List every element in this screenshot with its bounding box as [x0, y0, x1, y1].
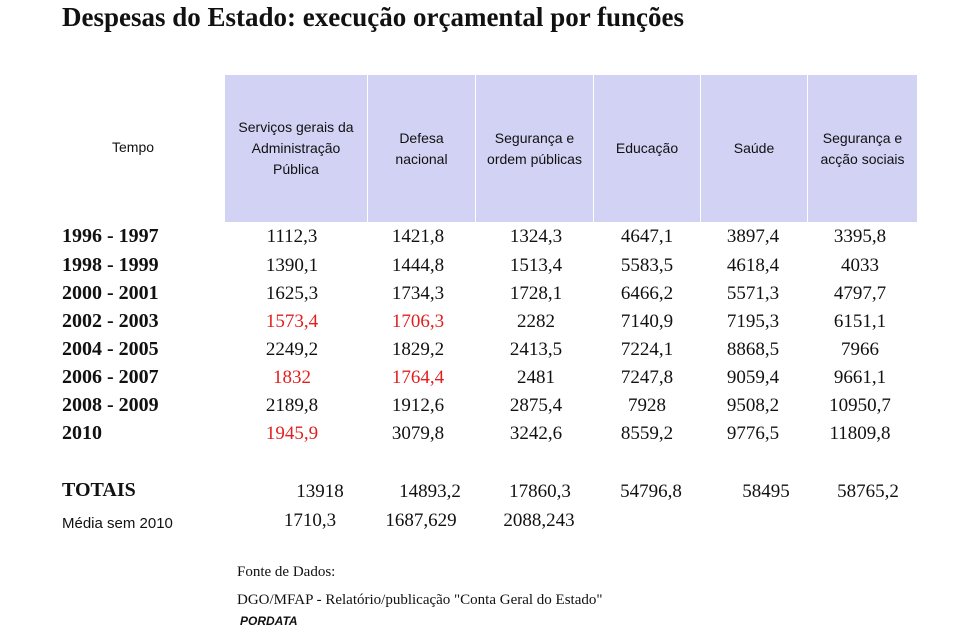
source-label: Fonte de Dados:	[237, 564, 336, 580]
row-label: 2008 - 2009	[62, 394, 159, 416]
column-header-2: Defesa nacional	[368, 75, 476, 222]
table-cell: 1421,8	[391, 226, 445, 247]
totals-cell: 58495	[742, 481, 790, 502]
table-cell: 10950,7	[829, 395, 891, 416]
table-cell: 11809,8	[829, 423, 891, 444]
table-cell: 2249,2	[265, 339, 319, 360]
table-cell: 9059,4	[726, 367, 780, 388]
table-cell: 1832	[273, 367, 311, 388]
table-cell: 6466,2	[620, 283, 674, 304]
table-cell: 7966	[841, 339, 879, 360]
brand-text: PORDATA	[240, 614, 298, 628]
totals-cell: 14893,2	[399, 481, 461, 502]
table-cell: 8559,2	[620, 423, 674, 444]
column-header-5: Saúde	[701, 75, 808, 222]
table-cell: 3079,8	[391, 423, 445, 444]
table-cell: 2413,5	[509, 339, 563, 360]
row-header-tempo: Tempo	[112, 139, 155, 155]
table-cell: 1573,4	[265, 311, 319, 332]
table-cell: 5571,3	[726, 283, 780, 304]
table-cell: 1625,3	[265, 283, 319, 304]
table-cell: 7140,9	[620, 311, 674, 332]
table-cell: 4797,7	[833, 283, 887, 304]
table-cell: 7247,8	[620, 367, 674, 388]
table-cell: 3395,8	[833, 226, 887, 247]
row-label: 2006 - 2007	[62, 366, 159, 388]
table-cell: 7195,3	[726, 311, 780, 332]
average-cell: 2088,243	[503, 510, 575, 531]
table-cell: 1764,4	[391, 367, 445, 388]
column-header-6: Segurança e acção sociais	[820, 129, 905, 167]
table-cell: 2875,4	[509, 395, 563, 416]
table-cell: 2282	[517, 311, 555, 332]
table-cell: 9661,1	[833, 367, 887, 388]
table-cell: 1706,3	[391, 311, 445, 332]
table-cell: 2481	[517, 367, 555, 388]
table-cell: 4033	[841, 255, 879, 276]
row-label: 2002 - 2003	[62, 310, 159, 332]
table-cell: 1444,8	[391, 255, 445, 276]
row-label: 2010	[62, 422, 102, 444]
table-cell: 2189,8	[265, 395, 319, 416]
column-header-1: Serviços gerais da Administração Pública	[225, 75, 368, 222]
average-cell: 1687,629	[385, 510, 457, 531]
totals-cell: 17860,3	[509, 481, 571, 502]
table-cell: 7224,1	[620, 339, 674, 360]
totals-label: TOTAIS	[62, 479, 136, 501]
table-cell: 8868,5	[726, 339, 780, 360]
table-cell: 4618,4	[726, 255, 780, 276]
totals-cell: 58765,2	[837, 481, 899, 502]
totals-cell: 13918	[296, 481, 344, 502]
table-cell: 9508,2	[726, 395, 780, 416]
row-label: 1998 - 1999	[62, 254, 159, 276]
table-cell: 5583,5	[620, 255, 674, 276]
column-header-3: Segurança e ordem públicas	[476, 75, 594, 222]
table-cell: 1945,9	[265, 423, 319, 444]
table-cell: 7928	[628, 395, 666, 416]
table-cell: 1912,6	[391, 395, 445, 416]
table-cell: 1390,1	[265, 255, 319, 276]
table-title: Despesas do Estado: execução orçamental …	[62, 2, 684, 32]
totals-cell: 54796,8	[620, 481, 682, 502]
row-label: 2004 - 2005	[62, 338, 159, 360]
table-cell: 3242,6	[509, 423, 563, 444]
average-label: Média sem 2010	[62, 515, 173, 532]
table-cell: 1513,4	[509, 255, 563, 276]
table-cell: 1112,3	[266, 226, 318, 247]
row-label: 1996 - 1997	[62, 225, 159, 247]
table-cell: 1728,1	[509, 283, 563, 304]
table-cell: 4647,1	[620, 226, 674, 247]
average-cell: 1710,3	[283, 510, 337, 531]
table-cell: 1324,3	[509, 226, 563, 247]
table-cell: 3897,4	[726, 226, 780, 247]
header-band	[225, 75, 917, 222]
table-cell: 1829,2	[391, 339, 445, 360]
table-cell: 9776,5	[726, 423, 780, 444]
row-label: 2000 - 2001	[62, 282, 159, 304]
table-cell: 1734,3	[391, 283, 445, 304]
table-cell: 6151,1	[833, 311, 887, 332]
column-header-4: Educação	[594, 75, 701, 222]
source-text: DGO/MFAP - Relatório/publicação "Conta G…	[237, 592, 603, 608]
